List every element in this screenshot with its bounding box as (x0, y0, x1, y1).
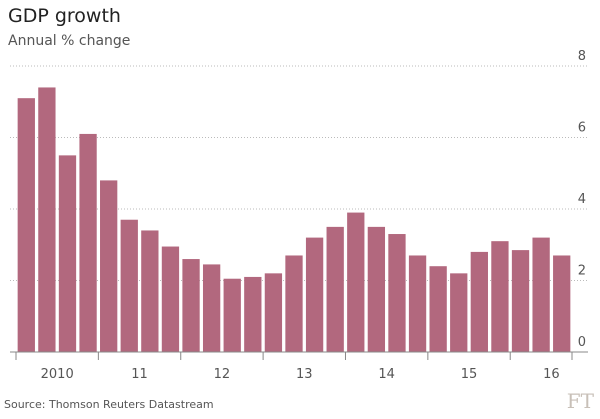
bar (58, 155, 77, 352)
bar (182, 259, 200, 352)
bar (305, 237, 324, 352)
bar (38, 87, 56, 352)
bar (161, 246, 180, 352)
bar (429, 266, 447, 352)
bar (141, 230, 159, 352)
chart-title: GDP growth (8, 5, 121, 27)
y-tick-label: 4 (578, 192, 586, 207)
bar (388, 234, 406, 352)
bar (511, 250, 530, 352)
y-tick-label: 0 (578, 335, 586, 350)
y-tick-label: 2 (578, 264, 586, 279)
x-tick-label: 15 (461, 367, 478, 382)
bar (470, 251, 488, 352)
bar (491, 241, 509, 352)
bar (553, 255, 571, 352)
bar (17, 98, 35, 352)
logo: FT (567, 389, 595, 413)
bar (408, 255, 427, 352)
y-tick-label: 6 (578, 121, 586, 136)
bar (532, 237, 550, 352)
x-tick-label: 16 (543, 367, 560, 382)
bar (79, 133, 97, 352)
bar (223, 278, 241, 352)
x-tick-label: 14 (378, 367, 395, 382)
chart-subtitle: Annual % change (8, 33, 130, 49)
bar (100, 180, 118, 352)
x-tick-label: 11 (131, 367, 148, 382)
x-tick-label: 12 (214, 367, 231, 382)
bar (244, 276, 262, 352)
source: Source: Thomson Reuters Datastream (4, 398, 214, 411)
y-tick-label: 8 (578, 49, 586, 64)
bar (202, 264, 221, 352)
bar (264, 273, 283, 352)
bar (285, 255, 303, 352)
x-tick-label: 2010 (41, 367, 74, 382)
bar (450, 273, 468, 352)
bar (367, 226, 386, 352)
x-tick-label: 13 (296, 367, 313, 382)
bar (326, 226, 344, 352)
bar (347, 212, 365, 352)
bar (120, 219, 138, 352)
